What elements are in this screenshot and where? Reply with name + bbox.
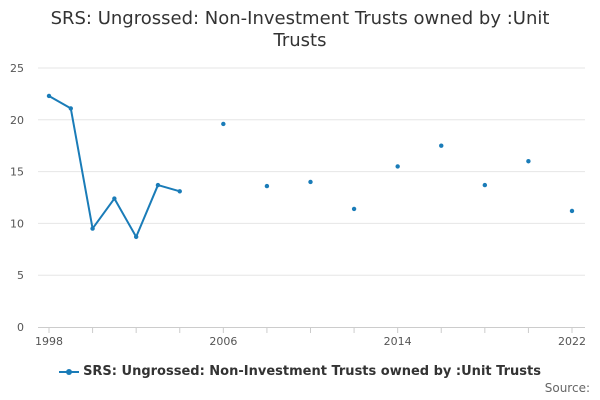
x-tick-label: 1998: [35, 335, 63, 348]
legend-swatch-dot: [66, 368, 73, 375]
chart-title-line-2: Trusts: [273, 30, 327, 51]
data-point[interactable]: [351, 206, 357, 212]
data-point[interactable]: [439, 143, 444, 148]
data-point[interactable]: [395, 164, 400, 169]
data-point[interactable]: [482, 182, 488, 188]
data-point[interactable]: [221, 121, 226, 127]
y-tick-label: 0: [17, 321, 24, 334]
data-point[interactable]: [46, 93, 52, 99]
data-point[interactable]: [264, 183, 270, 189]
data-point[interactable]: [155, 182, 161, 188]
y-tick-label: 25: [10, 62, 24, 75]
data-point[interactable]: [526, 159, 531, 164]
series-points: [46, 93, 575, 240]
x-tick-label: 2022: [558, 335, 586, 348]
x-tick-label: 2006: [209, 335, 237, 348]
x-axis: 1998 2006 2014 2022: [35, 327, 586, 348]
data-point[interactable]: [133, 234, 139, 240]
series-line-segment: [48, 95, 181, 238]
y-tick-label: 20: [10, 114, 24, 127]
y-tick-label: 10: [10, 217, 24, 230]
y-axis-tick-labels: 0 5 10 15 20 25: [10, 62, 24, 334]
gridlines: [38, 67, 585, 276]
data-point[interactable]: [177, 189, 182, 194]
data-point[interactable]: [112, 196, 117, 201]
legend[interactable]: SRS: Ungrossed: Non-Investment Trusts ow…: [0, 364, 600, 379]
legend-label: SRS: Ungrossed: Non-Investment Trusts ow…: [83, 364, 541, 379]
chart-title: SRS: Ungrossed: Non-Investment Trusts ow…: [40, 8, 560, 52]
chart-title-line-1: SRS: Ungrossed: Non-Investment Trusts ow…: [50, 8, 550, 29]
data-point[interactable]: [90, 226, 95, 231]
data-point[interactable]: [569, 208, 575, 214]
x-tick-label: 2014: [384, 335, 412, 348]
data-point[interactable]: [308, 179, 313, 185]
source-label: Source:: [544, 381, 590, 395]
series-lines: [48, 95, 181, 238]
y-tick-label: 5: [17, 269, 24, 282]
legend-swatch: [59, 367, 80, 377]
data-point[interactable]: [68, 106, 73, 111]
y-tick-label: 15: [10, 166, 24, 179]
